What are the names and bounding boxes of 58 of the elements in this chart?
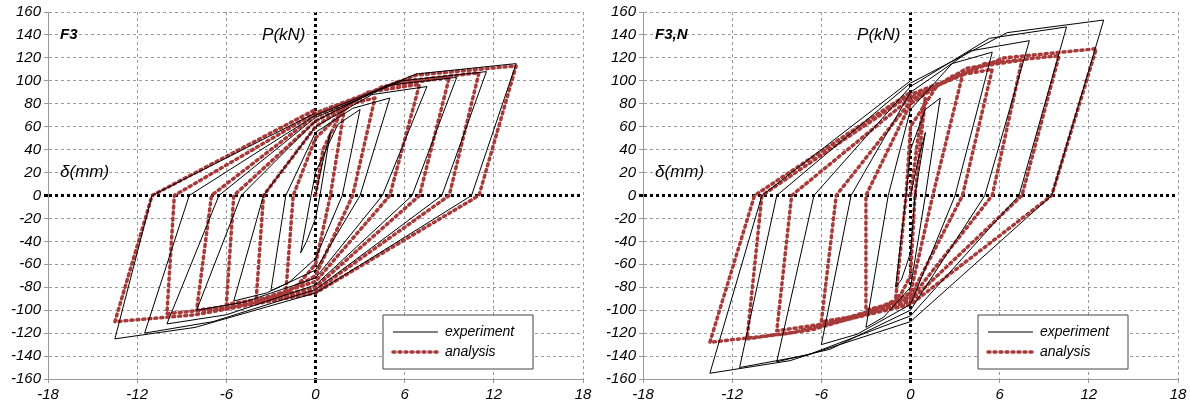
- x-tick-label: -18: [37, 385, 60, 403]
- x-tick-label: 6: [995, 385, 1005, 403]
- y-tick-label: 0: [32, 185, 42, 203]
- y-tick-label: -40: [19, 231, 42, 249]
- y-tick-label: 140: [610, 25, 637, 43]
- y-tick-label: -100: [10, 300, 42, 318]
- y-tick-label: -120: [10, 323, 42, 341]
- y-tick-label: 20: [618, 162, 637, 180]
- x-axis-title: δ(mm): [60, 162, 110, 182]
- y-tick-label: 140: [15, 25, 42, 43]
- x-tick-label: -12: [721, 385, 744, 403]
- y-tick-label: 40: [619, 139, 637, 157]
- y-tick-label: -140: [605, 346, 637, 364]
- x-tick-label: -18: [632, 385, 655, 403]
- y-tick-label: -160: [605, 369, 637, 387]
- y-tick-label: -60: [19, 254, 42, 272]
- y-tick-label: 120: [610, 48, 637, 66]
- y-tick-label: 100: [15, 70, 42, 88]
- y-tick-label: 60: [24, 116, 42, 134]
- y-tick-label: 160: [610, 2, 637, 20]
- y-tick-label: -80: [614, 277, 637, 295]
- y-tick-label: 0: [627, 185, 637, 203]
- x-tick-label: -6: [219, 385, 234, 403]
- y-tick-label: -160: [10, 369, 42, 387]
- y-axis-title: P(kN): [262, 24, 306, 44]
- y-tick-label: -120: [605, 323, 637, 341]
- legend-label: experiment: [1040, 322, 1111, 339]
- x-tick-label: 0: [311, 385, 321, 403]
- x-axis-title: δ(mm): [655, 162, 705, 182]
- y-tick-label: 80: [24, 93, 42, 111]
- y-tick-label: 80: [619, 93, 637, 111]
- y-tick-label: 160: [15, 2, 42, 20]
- legend-label: analysis: [445, 342, 496, 359]
- y-tick-label: -100: [605, 300, 637, 318]
- x-tick-label: -6: [814, 385, 829, 403]
- y-tick-label: -20: [614, 208, 637, 226]
- x-tick-label: -12: [126, 385, 149, 403]
- x-tick-label: 6: [400, 385, 410, 403]
- text: F3,N: [655, 25, 689, 43]
- y-tick-label: 60: [619, 116, 637, 134]
- y-tick-label: -140: [10, 346, 42, 364]
- y-tick-label: -60: [614, 254, 637, 272]
- x-tick-label: 18: [1169, 385, 1187, 403]
- y-tick-label: 20: [23, 162, 42, 180]
- y-axis-title: P(kN): [857, 24, 901, 44]
- x-tick-label: 12: [1080, 385, 1098, 403]
- y-tick-label: 120: [15, 48, 42, 66]
- y-tick-label: -20: [19, 208, 42, 226]
- x-tick-label: 0: [906, 385, 916, 403]
- legend-label: experiment: [445, 322, 516, 339]
- text: F3: [60, 25, 79, 43]
- x-tick-label: 18: [574, 385, 592, 403]
- y-tick-label: -80: [19, 277, 42, 295]
- y-tick-label: 100: [610, 70, 637, 88]
- y-tick-label: 40: [24, 139, 42, 157]
- x-tick-label: 12: [485, 385, 503, 403]
- legend-label: analysis: [1040, 342, 1091, 359]
- y-tick-label: -40: [614, 231, 637, 249]
